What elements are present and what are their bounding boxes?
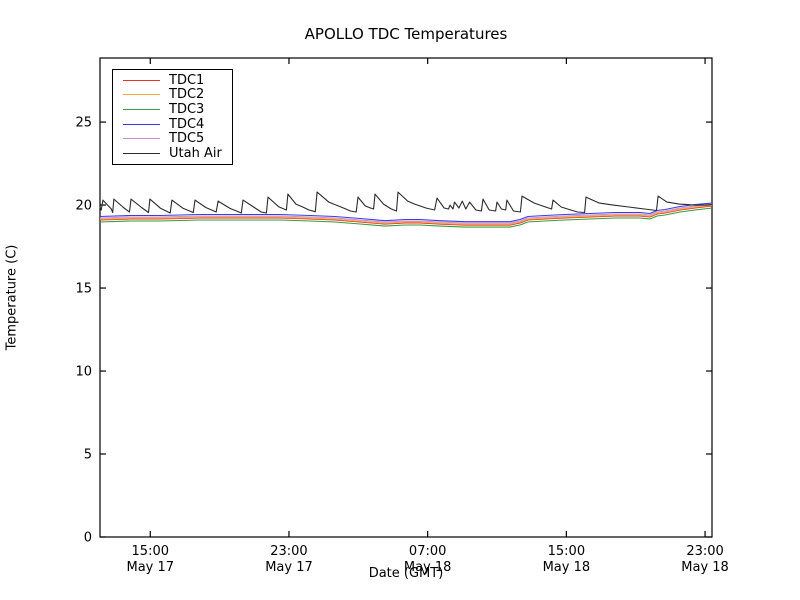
x-tick-time-label: 15:00 [548, 544, 585, 559]
x-tick-time-label: 15:00 [132, 544, 169, 559]
legend-item-tdc1: TDC1 [113, 73, 232, 88]
x-tick-date-label: May 18 [681, 560, 729, 575]
y-tick-label: 20 [75, 199, 92, 214]
legend-label: TDC1 [169, 72, 205, 88]
series-line-tdc2 [99, 204, 713, 225]
legend-box: TDC1 TDC2 TDC3 TDC4 TDC5 Utah Air [112, 69, 233, 165]
y-axis-label: Temperature (C) [4, 244, 20, 351]
x-tick-time-label: 23:00 [270, 544, 307, 559]
x-tick-time-label: 07:00 [409, 544, 446, 559]
series-line-tdc5 [99, 203, 713, 224]
chart-title: APOLLO TDC Temperatures [304, 25, 508, 43]
legend-line-swatch [123, 79, 160, 81]
y-tick-label: 15 [75, 282, 92, 297]
legend-line-swatch [123, 94, 160, 96]
legend-line-swatch [123, 108, 160, 110]
series-line-tdc4 [99, 202, 713, 223]
x-tick-date-label: May 18 [543, 560, 591, 575]
legend-label: TDC4 [169, 116, 205, 132]
legend-item-tdc3: TDC3 [113, 102, 232, 117]
x-tick-date-label: May 17 [265, 560, 313, 575]
legend-line-swatch [123, 152, 160, 154]
legend-item-tdc5: TDC5 [113, 131, 232, 146]
legend-line-swatch [123, 123, 160, 125]
legend-label: TDC3 [169, 101, 205, 117]
legend-line-swatch [123, 138, 160, 140]
legend-item-utah-air: Utah Air [113, 146, 232, 161]
legend-item-tdc2: TDC2 [113, 87, 232, 103]
legend-item-tdc4: TDC4 [113, 117, 232, 132]
y-tick-label: 0 [84, 531, 92, 546]
x-axis-label: Date (GMT) [368, 566, 444, 581]
series-line-tdc1 [99, 205, 713, 226]
series-line-utah-air [99, 191, 713, 214]
x-tick-date-label: May 17 [126, 560, 174, 575]
legend-label: Utah Air [169, 145, 222, 161]
plot-frame [99, 57, 713, 538]
y-tick-label: 5 [84, 448, 92, 463]
x-tick-date-label: May 18 [404, 560, 452, 575]
series-line-tdc3 [99, 207, 713, 228]
legend-label: TDC5 [169, 131, 205, 147]
y-tick-label: 10 [75, 365, 92, 380]
legend-label: TDC2 [169, 87, 205, 103]
y-tick-label: 25 [75, 116, 92, 131]
x-tick-time-label: 23:00 [686, 544, 723, 559]
